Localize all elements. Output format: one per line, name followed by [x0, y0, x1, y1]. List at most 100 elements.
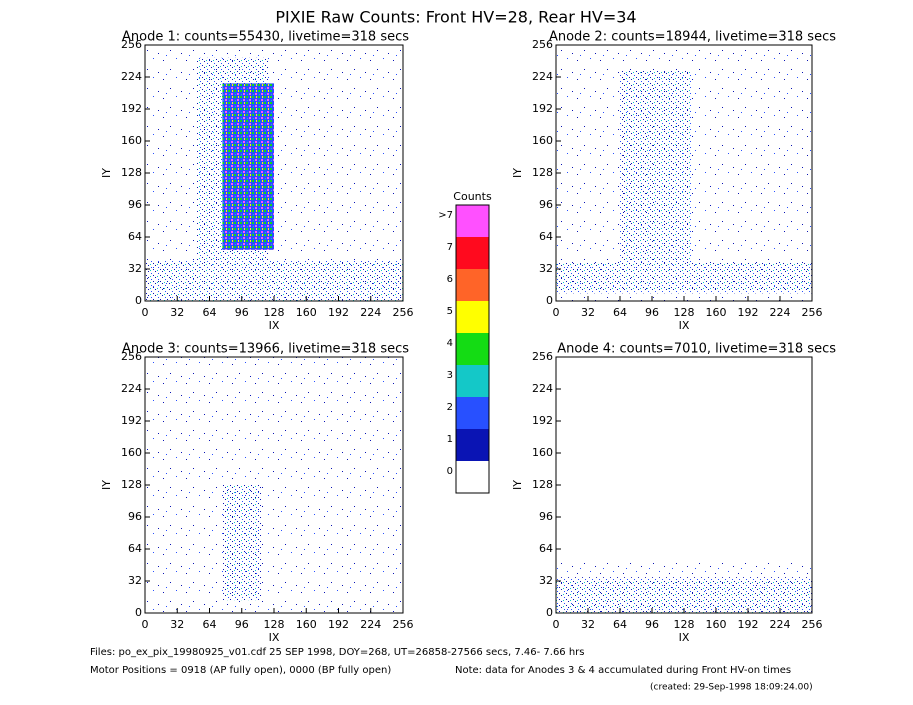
panel-title: Anode 2: counts=18944, livetime=318 secs — [549, 30, 836, 45]
colorbar-cell — [456, 429, 489, 461]
x-tick-label: 96 — [645, 618, 659, 631]
y-tick-label: 256 — [532, 350, 553, 363]
x-axis-label: IX — [679, 631, 690, 644]
x-tick-label: 0 — [142, 306, 149, 319]
colorbar-label: 3 — [447, 370, 453, 381]
x-tick-label: 224 — [360, 306, 381, 319]
y-tick-label: 160 — [121, 134, 142, 147]
y-tick-label: 96 — [128, 198, 142, 211]
x-axis-label: IX — [269, 631, 280, 644]
colorbar-cell — [456, 397, 489, 429]
y-tick-label: 160 — [532, 446, 553, 459]
colorbar-label: >7 — [438, 210, 453, 221]
footer-created: (created: 29-Sep-1998 18:09:24.00) — [650, 683, 813, 693]
colorbar-label: 7 — [447, 242, 453, 253]
y-tick-label: 0 — [135, 606, 142, 619]
colorbar-cell — [456, 237, 489, 269]
y-tick-label: 256 — [121, 38, 142, 51]
y-tick-label: 0 — [546, 294, 553, 307]
footer-files: Files: po_ex_pix_19980925_v01.cdf 25 SEP… — [90, 647, 585, 658]
colorbar-label: 2 — [447, 402, 453, 413]
x-tick-label: 96 — [235, 306, 249, 319]
x-tick-label: 192 — [738, 618, 759, 631]
y-axis-label: IY — [100, 480, 113, 490]
x-tick-label: 128 — [674, 618, 695, 631]
panel-title: Anode 3: counts=13966, livetime=318 secs — [122, 342, 409, 357]
y-tick-label: 160 — [121, 446, 142, 459]
x-tick-label: 224 — [770, 306, 791, 319]
footer-note: Note: data for Anodes 3 & 4 accumulated … — [455, 665, 791, 676]
y-tick-label: 192 — [121, 414, 142, 427]
x-tick-label: 128 — [264, 306, 285, 319]
colorbar-frame — [455, 204, 490, 494]
x-tick-label: 160 — [706, 306, 727, 319]
x-tick-label: 256 — [393, 306, 414, 319]
x-tick-label: 64 — [613, 618, 627, 631]
density-texture — [222, 485, 262, 601]
y-tick-label: 96 — [539, 510, 553, 523]
y-tick-label: 192 — [532, 102, 553, 115]
y-tick-label: 128 — [121, 166, 142, 179]
density-texture — [145, 260, 403, 301]
x-tick-label: 256 — [802, 306, 823, 319]
x-tick-label: 32 — [581, 618, 595, 631]
y-tick-label: 32 — [539, 574, 553, 587]
x-tick-label: 64 — [203, 618, 217, 631]
x-tick-label: 32 — [581, 306, 595, 319]
x-tick-label: 96 — [235, 618, 249, 631]
colorbar-title: Counts — [453, 190, 492, 203]
panel-title: Anode 1: counts=55430, livetime=318 secs — [122, 30, 409, 45]
y-tick-label: 96 — [539, 198, 553, 211]
density-texture — [222, 83, 274, 250]
colorbar-label: 4 — [447, 338, 453, 349]
x-tick-label: 160 — [706, 618, 727, 631]
y-tick-label: 128 — [532, 478, 553, 491]
y-tick-label: 224 — [532, 70, 553, 83]
y-axis-label: IY — [511, 480, 524, 490]
footer-motor: Motor Positions = 0918 (AP fully open), … — [90, 665, 391, 676]
colorbar-cell — [456, 301, 489, 333]
colorbar-label: 5 — [447, 306, 453, 317]
y-tick-label: 64 — [539, 230, 553, 243]
y-tick-label: 128 — [121, 478, 142, 491]
density-texture — [556, 577, 812, 613]
x-tick-label: 256 — [802, 618, 823, 631]
x-tick-label: 224 — [360, 618, 381, 631]
colorbar-cell — [456, 205, 489, 237]
y-tick-label: 192 — [532, 414, 553, 427]
y-tick-label: 0 — [546, 606, 553, 619]
y-tick-label: 64 — [539, 542, 553, 555]
x-tick-label: 192 — [738, 306, 759, 319]
x-tick-label: 32 — [170, 618, 184, 631]
page-title: PIXIE Raw Counts: Front HV=28, Rear HV=3… — [275, 8, 636, 27]
x-tick-label: 96 — [645, 306, 659, 319]
panel-title: Anode 4: counts=7010, livetime=318 secs — [557, 342, 836, 357]
x-axis-label: IX — [269, 319, 280, 332]
y-tick-label: 64 — [128, 542, 142, 555]
x-tick-label: 192 — [328, 618, 349, 631]
y-tick-label: 224 — [532, 382, 553, 395]
y-tick-label: 64 — [128, 230, 142, 243]
colorbar-label: 6 — [447, 274, 453, 285]
y-tick-label: 192 — [121, 102, 142, 115]
x-tick-label: 160 — [296, 618, 317, 631]
colorbar-cell — [456, 461, 489, 493]
density-texture — [620, 70, 692, 276]
y-tick-label: 32 — [539, 262, 553, 275]
y-tick-label: 256 — [121, 350, 142, 363]
colorbar-label: 1 — [447, 434, 453, 445]
x-tick-label: 224 — [770, 618, 791, 631]
y-tick-label: 224 — [121, 70, 142, 83]
y-tick-label: 224 — [121, 382, 142, 395]
y-tick-label: 160 — [532, 134, 553, 147]
x-tick-label: 0 — [553, 618, 560, 631]
y-tick-label: 32 — [128, 262, 142, 275]
y-tick-label: 0 — [135, 294, 142, 307]
x-tick-label: 64 — [613, 306, 627, 319]
y-tick-label: 32 — [128, 574, 142, 587]
colorbar-cell — [456, 365, 489, 397]
x-tick-label: 64 — [203, 306, 217, 319]
y-axis-label: IY — [511, 168, 524, 178]
y-tick-label: 96 — [128, 510, 142, 523]
x-tick-label: 192 — [328, 306, 349, 319]
